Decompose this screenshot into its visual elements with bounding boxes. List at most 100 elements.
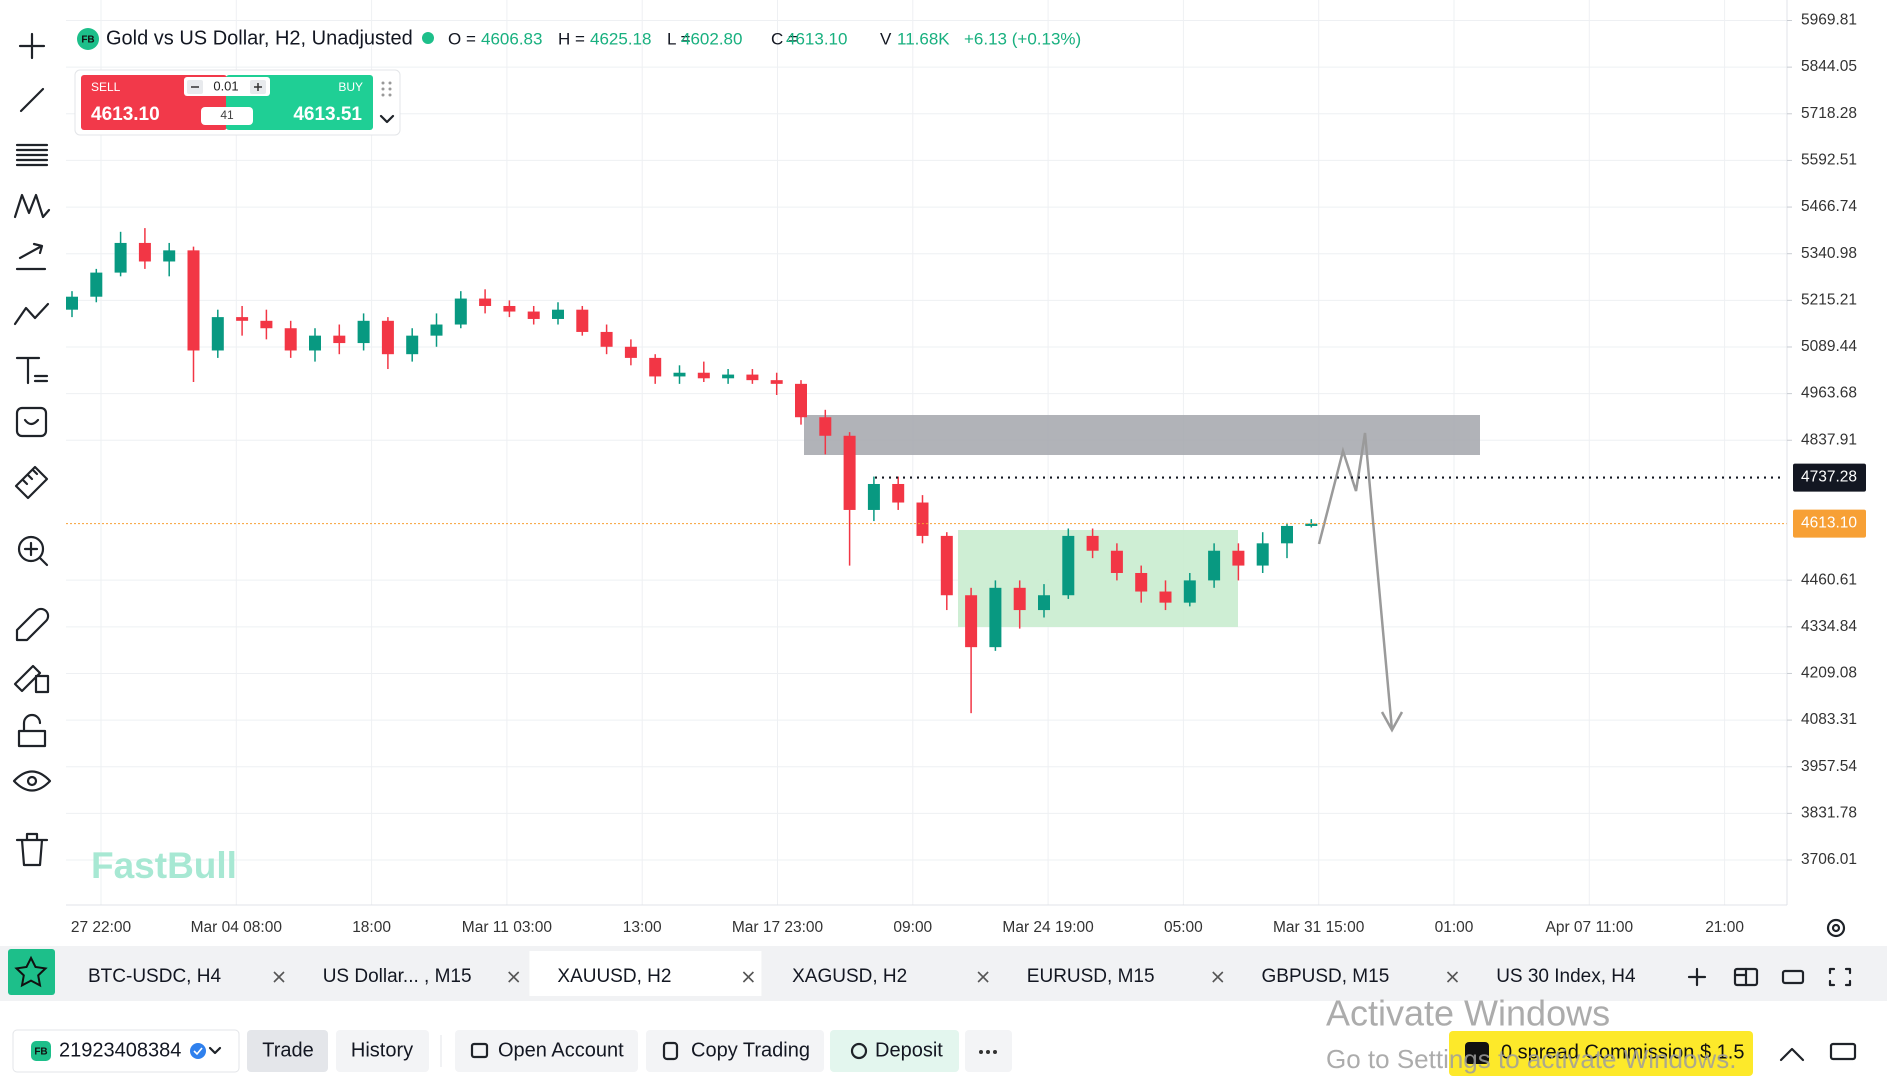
drag-handle[interactable] xyxy=(381,81,392,97)
lock-draw-tool[interactable] xyxy=(13,664,50,694)
candle-body xyxy=(381,320,394,355)
fullscreen-icon[interactable] xyxy=(1828,967,1852,987)
last-price-label-bg xyxy=(1793,509,1866,538)
collapse-icon[interactable] xyxy=(1779,1047,1805,1062)
x-tick-label: Mar 17 23:00 xyxy=(732,919,824,936)
tab-close[interactable] xyxy=(742,971,754,983)
symbol-badge-bg xyxy=(77,28,99,50)
x-tick-label: 18:00 xyxy=(352,919,391,936)
ohlc-label: O = xyxy=(448,29,476,48)
axes: 5969.81 5844.05 5718.28 5592.51 5466.74 5340.… xyxy=(71,12,1858,936)
market-status xyxy=(422,32,434,44)
price-label-bg xyxy=(1793,463,1866,492)
promo-text: 0 spread Commission $ 1.5 xyxy=(1501,1041,1744,1063)
price-label: 4737.28 xyxy=(1801,469,1857,486)
fib-tool[interactable] xyxy=(15,143,49,167)
expand-icon[interactable] xyxy=(379,114,395,124)
pattern-tool[interactable] xyxy=(13,193,51,219)
zoom-tool[interactable] xyxy=(17,535,45,563)
layout-split xyxy=(1733,967,1748,987)
candle-body xyxy=(357,320,370,344)
candle-body xyxy=(187,250,200,351)
candle-body xyxy=(552,309,564,319)
open-account-label: Open Account xyxy=(498,1039,624,1061)
candle-body xyxy=(114,242,127,273)
tab-close[interactable] xyxy=(1446,971,1459,983)
delete-tool[interactable] xyxy=(15,832,49,867)
tab-label[interactable]: GBPUSD, M15 xyxy=(1262,966,1390,987)
x-tick-label: Mar 31 15:00 xyxy=(1273,919,1365,936)
magnet-tool[interactable] xyxy=(15,607,50,642)
candle-body xyxy=(697,372,710,379)
tab-label[interactable]: XAUUSD, H2 xyxy=(557,966,671,987)
ohlc-label: V xyxy=(880,29,892,48)
y-tick-label: 5466.74 xyxy=(1801,198,1857,215)
settings-icon[interactable] xyxy=(1826,918,1846,938)
account-box[interactable] xyxy=(12,1029,240,1073)
candle-body xyxy=(770,380,783,384)
history-tab[interactable] xyxy=(336,1030,429,1072)
trade-tab[interactable] xyxy=(247,1030,328,1072)
tab-label[interactable]: US 30 Index, H4 xyxy=(1496,966,1636,987)
candle-body xyxy=(90,272,103,297)
y-tick-label: 4209.08 xyxy=(1801,665,1857,682)
promo-banner[interactable] xyxy=(1449,1031,1753,1076)
tab-tools xyxy=(1687,967,1852,987)
ohlc-label: L = xyxy=(667,29,691,48)
sticker-tool[interactable] xyxy=(15,406,48,438)
panel-icon[interactable] xyxy=(1829,1042,1857,1061)
candle-body xyxy=(576,309,589,332)
account-badge: FB xyxy=(34,1047,47,1058)
copy-trading-label: Copy Trading xyxy=(691,1039,810,1061)
plus-icon xyxy=(254,83,262,91)
candle-body xyxy=(284,328,297,351)
projection-path xyxy=(1317,432,1394,731)
text-tool[interactable] xyxy=(15,356,49,385)
lot-box[interactable] xyxy=(184,77,270,96)
tab-label[interactable]: EURUSD, M15 xyxy=(1027,966,1155,987)
tab-label[interactable]: US Dollar... , M15 xyxy=(323,966,472,987)
tab-label[interactable]: BTC-USDC, H4 xyxy=(88,966,221,987)
favorites-button[interactable] xyxy=(8,949,55,995)
tab-close[interactable] xyxy=(508,971,520,983)
tab-close[interactable] xyxy=(273,971,285,983)
ruler-tool[interactable] xyxy=(14,465,49,500)
y-tick-label: 3831.78 xyxy=(1801,804,1857,821)
tab-close[interactable] xyxy=(977,971,989,983)
resistance-zone[interactable] xyxy=(804,415,1480,455)
candle-body xyxy=(624,346,637,358)
y-tick-label: 5844.05 xyxy=(1801,58,1857,75)
candles xyxy=(66,228,1318,714)
x-tick-label: Mar 04 08:00 xyxy=(191,919,283,936)
window-icon[interactable] xyxy=(1781,969,1805,985)
candle-body xyxy=(1135,572,1148,592)
spread: 41 xyxy=(220,108,234,122)
symbol-badge: FB xyxy=(81,35,94,46)
copy-trading-button[interactable] xyxy=(646,1030,824,1072)
open-account-button[interactable] xyxy=(455,1030,638,1072)
deposit-icon xyxy=(850,1042,868,1060)
active-tab-bg xyxy=(529,951,762,996)
arrow-drawing[interactable] xyxy=(1317,432,1404,733)
tab-close[interactable] xyxy=(1212,971,1224,983)
candle-body xyxy=(138,242,151,262)
account-dropdown[interactable] xyxy=(208,1046,222,1055)
symbol-title: Gold vs US Dollar, H2, Unadjusted xyxy=(106,27,413,49)
visibility-tool[interactable] xyxy=(12,770,52,792)
y-tick-label: 5718.28 xyxy=(1801,105,1857,122)
tab-label[interactable]: XAGUSD, H2 xyxy=(792,966,907,987)
candle-body xyxy=(673,372,686,377)
crosshair-tool[interactable] xyxy=(18,32,46,60)
deposit-button[interactable] xyxy=(830,1030,959,1072)
trend-tool[interactable] xyxy=(13,302,50,326)
lock-tool[interactable] xyxy=(17,713,47,748)
eye-pupil xyxy=(26,775,38,787)
y-tick-label: 4083.31 xyxy=(1801,711,1857,728)
projection-tool[interactable] xyxy=(15,242,47,271)
candle-body xyxy=(1086,535,1099,551)
candle-body xyxy=(454,298,467,325)
add-tab[interactable] xyxy=(1687,967,1707,987)
line-tool[interactable] xyxy=(19,87,45,113)
candle-body xyxy=(1038,595,1050,611)
open-account-icon xyxy=(470,1042,489,1059)
